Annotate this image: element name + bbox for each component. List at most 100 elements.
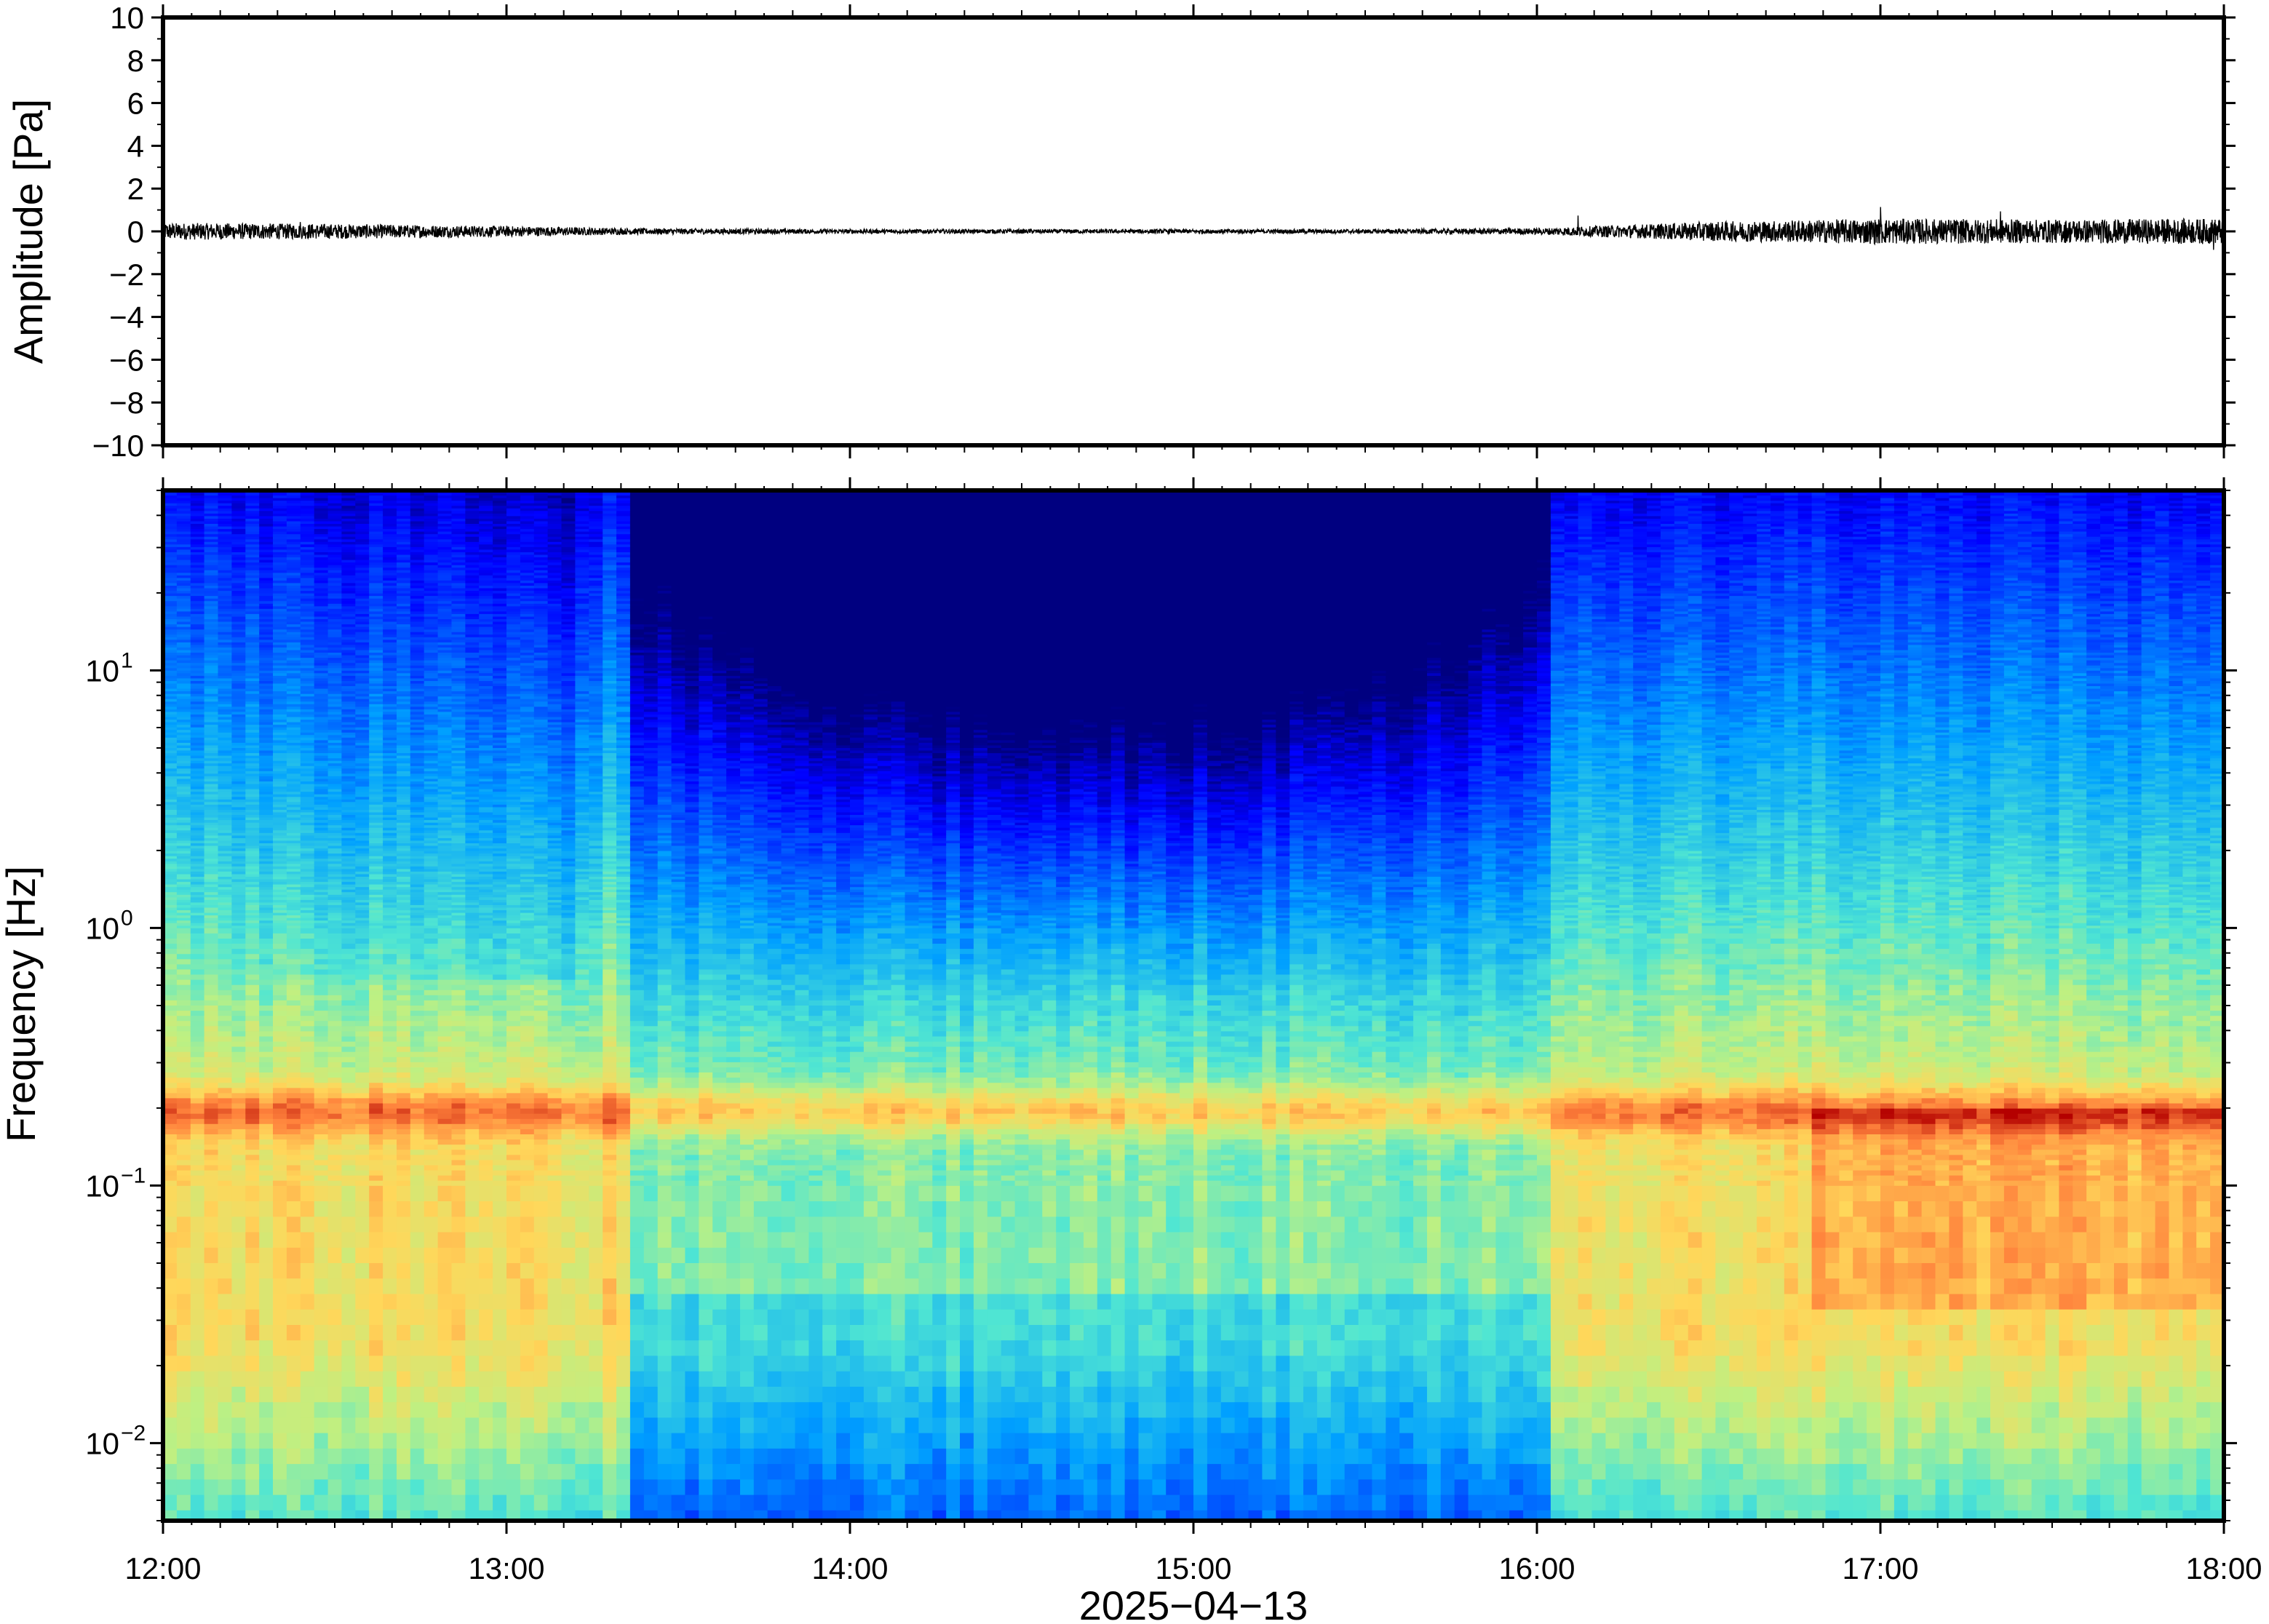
spectrogram-cell	[177, 604, 191, 607]
spectrogram-cell	[341, 562, 356, 565]
spectrogram-cell	[328, 658, 343, 661]
spectrogram-cell	[231, 609, 246, 612]
spectrogram-cell	[301, 949, 315, 955]
spectrogram-cell	[328, 676, 343, 679]
spectrogram-cell	[191, 1021, 205, 1027]
spectrogram-cell	[231, 1464, 246, 1480]
spectrogram-cell	[191, 544, 205, 547]
spectrogram-cell	[301, 733, 315, 736]
spectrogram-cell	[191, 1104, 205, 1110]
spectrogram-cell	[259, 1093, 274, 1099]
spectrogram-cell	[328, 1248, 343, 1264]
spectrogram-cell	[218, 501, 233, 503]
spectrogram-cell	[204, 583, 219, 586]
spectrogram-cell	[204, 738, 219, 741]
spectrogram-cell	[301, 1495, 315, 1511]
spectrogram-cell	[204, 1072, 219, 1078]
spectrogram-cell	[218, 552, 233, 555]
spectrogram-cell	[204, 637, 219, 640]
spectrogram-cell	[341, 706, 356, 709]
spectrogram-cell	[259, 797, 274, 800]
spectrogram-cell	[328, 1062, 343, 1068]
spectrogram-cell	[245, 1278, 260, 1294]
spectrogram-cell	[287, 1016, 301, 1022]
spectrogram-cell	[231, 733, 246, 736]
spectrogram-cell	[177, 920, 191, 923]
spectrogram-cell	[218, 1449, 233, 1465]
spectrogram-cell	[218, 1160, 233, 1166]
spectrogram-cell	[191, 805, 205, 808]
spectrogram-cell	[273, 583, 287, 586]
spectrogram-cell	[231, 1145, 246, 1150]
spectrogram-cell	[273, 557, 287, 560]
spectrogram-cell	[245, 591, 260, 594]
spectrogram-cell	[273, 565, 287, 568]
spectrogram-cell	[287, 848, 301, 851]
spectrogram-cell	[245, 645, 260, 648]
spectrogram-cell	[204, 611, 219, 614]
spectrogram-cell	[341, 624, 356, 627]
spectrogram-cell	[259, 599, 274, 602]
spectrogram-cell	[218, 1145, 233, 1150]
spectrogram-cell	[273, 725, 287, 728]
spectrogram-cell	[245, 689, 260, 692]
spectrogram-cell	[204, 776, 219, 779]
spectrogram-cell	[191, 869, 205, 872]
spectrogram-cell	[287, 800, 301, 803]
spectrogram-cell	[301, 549, 315, 552]
spectrogram-cell	[245, 642, 260, 645]
spectrogram-cell	[245, 681, 260, 684]
spectrogram-cell	[231, 542, 246, 545]
spectrogram-cell	[328, 828, 343, 831]
spectrogram-cell	[328, 673, 343, 676]
spectrogram-cell	[259, 627, 274, 630]
spectrogram-cell	[231, 1387, 246, 1403]
spectrogram-cell	[341, 784, 356, 787]
spectrogram-cell	[259, 686, 274, 689]
spectrogram-cell	[231, 1093, 246, 1099]
spectrogram-cell	[231, 622, 246, 625]
spectrogram-cell	[301, 843, 315, 846]
spectrogram-cell	[314, 1114, 329, 1120]
spectrogram-cell	[177, 1201, 191, 1217]
spectrogram-cell	[287, 851, 301, 854]
spectrogram-cell	[231, 738, 246, 741]
spectrogram-cell	[287, 1114, 301, 1120]
spectrogram-cell	[259, 493, 274, 496]
spectrogram-cell	[287, 864, 301, 867]
spectrogram-cell	[301, 1109, 315, 1115]
spectrogram-cell	[231, 509, 246, 512]
spectrogram-cell	[191, 825, 205, 828]
spectrogram-cell	[273, 779, 287, 782]
spectrogram-cell	[191, 1464, 205, 1480]
spectrogram-cell	[191, 666, 205, 669]
spectrogram-cell	[191, 629, 205, 632]
spectrogram-cell	[245, 583, 260, 586]
spectrogram-cell	[245, 738, 260, 741]
spectrogram-cell	[177, 1011, 191, 1016]
spectrogram-cell	[328, 1479, 343, 1495]
spectrogram-cell	[204, 1021, 219, 1027]
spectrogram-cell	[314, 694, 329, 697]
spectrogram-cell	[245, 648, 260, 650]
spectrogram-cell	[287, 738, 301, 741]
spectrogram-cell	[314, 830, 329, 833]
spectrogram-cell	[204, 910, 219, 913]
spectrogram-cell	[191, 1176, 205, 1182]
spectrogram-cell	[287, 622, 301, 625]
spectrogram-cell	[218, 617, 233, 620]
spectrogram-cell	[191, 1088, 205, 1094]
spectrogram-cell	[273, 748, 287, 751]
spectrogram-cell	[177, 715, 191, 717]
spectrogram-cell	[314, 840, 329, 843]
spectrogram-cell	[287, 634, 301, 637]
spectrogram-cell	[273, 1310, 287, 1326]
spectrogram-cell	[245, 892, 260, 895]
spectrogram-cell	[245, 723, 260, 725]
spectrogram-cell	[245, 740, 260, 743]
spectrogram-cell	[314, 766, 329, 769]
spectrogram-cell	[231, 840, 246, 843]
amplitude-tick-label: 4	[127, 129, 144, 163]
spectrogram-cell	[328, 869, 343, 872]
spectrogram-cell	[231, 923, 246, 926]
